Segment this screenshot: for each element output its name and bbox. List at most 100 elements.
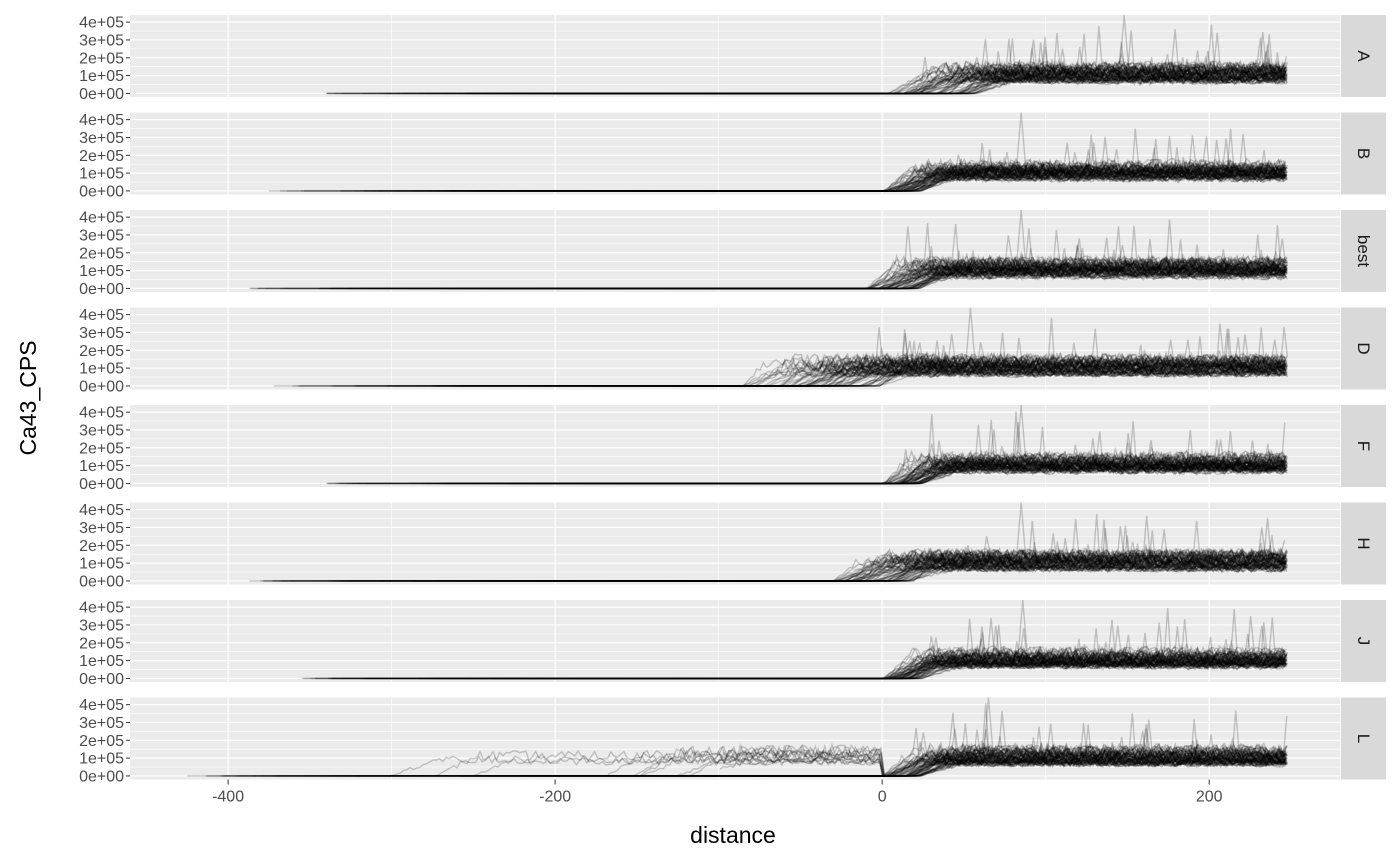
facet-strip-label: H — [1354, 537, 1373, 549]
trace-line — [448, 632, 1287, 680]
trace-line — [728, 548, 1288, 582]
trace-line — [337, 758, 1287, 777]
trace-line — [269, 162, 1287, 192]
trace-line — [551, 46, 1288, 95]
panel-background — [130, 697, 1340, 780]
trace-line — [331, 256, 1287, 290]
trace-line — [792, 748, 1288, 777]
trace-line — [457, 349, 1286, 387]
trace-line — [624, 333, 1285, 387]
trace-line — [686, 547, 1286, 582]
y-tick-label: 4e+05 — [79, 697, 124, 714]
trace-line — [299, 345, 1288, 387]
trace-line — [705, 253, 1288, 290]
trace-line — [467, 74, 1286, 95]
trace-line — [272, 551, 1287, 582]
trace-line — [419, 561, 1287, 582]
trace-line — [347, 265, 1287, 290]
trace-line — [768, 754, 1285, 777]
trace-line — [445, 453, 1286, 485]
trace-line — [751, 362, 1289, 387]
trace-line — [620, 457, 1288, 485]
trace-line — [730, 420, 1288, 485]
trace-line — [576, 457, 1287, 485]
trace-line — [393, 328, 1287, 387]
trace-line — [775, 558, 1287, 582]
trace-line — [508, 465, 1287, 485]
traces — [249, 502, 1289, 582]
trace-line — [595, 159, 1287, 192]
trace-line — [514, 143, 1287, 192]
trace-line — [591, 64, 1288, 95]
trace-line — [794, 63, 1286, 95]
trace-line — [435, 251, 1287, 290]
y-tick-label: 4e+05 — [79, 502, 124, 519]
trace-line — [639, 70, 1288, 95]
trace-line — [536, 57, 1286, 95]
trace-line — [755, 626, 1286, 680]
trace-line — [408, 452, 1286, 485]
trace-line — [736, 758, 1287, 777]
trace-line — [588, 161, 1286, 192]
trace-line — [701, 622, 1288, 680]
trace-line — [708, 758, 1288, 777]
trace-line — [458, 70, 1286, 95]
trace-line — [529, 226, 1286, 290]
trace-line — [617, 157, 1285, 192]
trace-line — [618, 356, 1287, 387]
y-tick-label: 2e+05 — [79, 440, 124, 457]
trace-line — [235, 727, 1287, 777]
trace-line — [560, 754, 1287, 777]
trace-line — [352, 356, 1286, 387]
trace-line — [652, 149, 1288, 192]
trace-line — [450, 167, 1285, 192]
trace-line — [577, 70, 1288, 95]
trace-line — [719, 450, 1286, 485]
traces — [249, 209, 1289, 290]
trace-line — [320, 257, 1286, 290]
trace-line — [607, 549, 1286, 582]
trace-line — [541, 651, 1288, 680]
trace-line — [706, 164, 1286, 192]
trace-line — [598, 367, 1286, 387]
trace-line — [629, 29, 1287, 95]
trace-line — [219, 741, 1286, 777]
trace-line — [785, 165, 1286, 192]
trace-line — [472, 169, 1288, 192]
trace-line — [373, 245, 1287, 290]
trace-line — [470, 161, 1286, 192]
trace-line — [652, 171, 1287, 192]
y-tick-label: 2e+05 — [79, 733, 124, 750]
panel-background — [130, 307, 1340, 390]
trace-line — [464, 75, 1287, 95]
trace-line — [366, 460, 1286, 485]
y-tick-label: 0e+00 — [79, 281, 124, 298]
trace-line — [382, 544, 1286, 582]
trace-line — [583, 361, 1287, 387]
trace-line — [650, 460, 1286, 485]
facet-strip-label: best — [1354, 235, 1373, 267]
trace-line — [402, 55, 1286, 95]
trace-line — [731, 660, 1289, 680]
trace-line — [432, 359, 1287, 387]
trace-line — [518, 157, 1288, 192]
trace-line — [335, 460, 1288, 485]
y-tick-label: 4e+05 — [79, 210, 124, 227]
trace-line — [684, 366, 1287, 387]
trace-line — [487, 58, 1286, 95]
trace-line — [723, 38, 1287, 95]
trace-line — [780, 166, 1288, 192]
trace-line — [811, 736, 1286, 777]
trace-line — [438, 356, 1286, 387]
trace-line — [310, 643, 1286, 680]
trace-line — [397, 38, 1288, 95]
trace-line — [759, 254, 1287, 290]
y-tick-label: 1e+05 — [79, 361, 124, 378]
trace-line — [477, 442, 1286, 485]
trace-line — [342, 647, 1285, 680]
trace-line — [598, 625, 1286, 680]
trace-line — [445, 451, 1287, 485]
facet-strip-label: L — [1354, 734, 1373, 743]
trace-line — [816, 59, 1288, 95]
trace-line — [411, 535, 1289, 582]
